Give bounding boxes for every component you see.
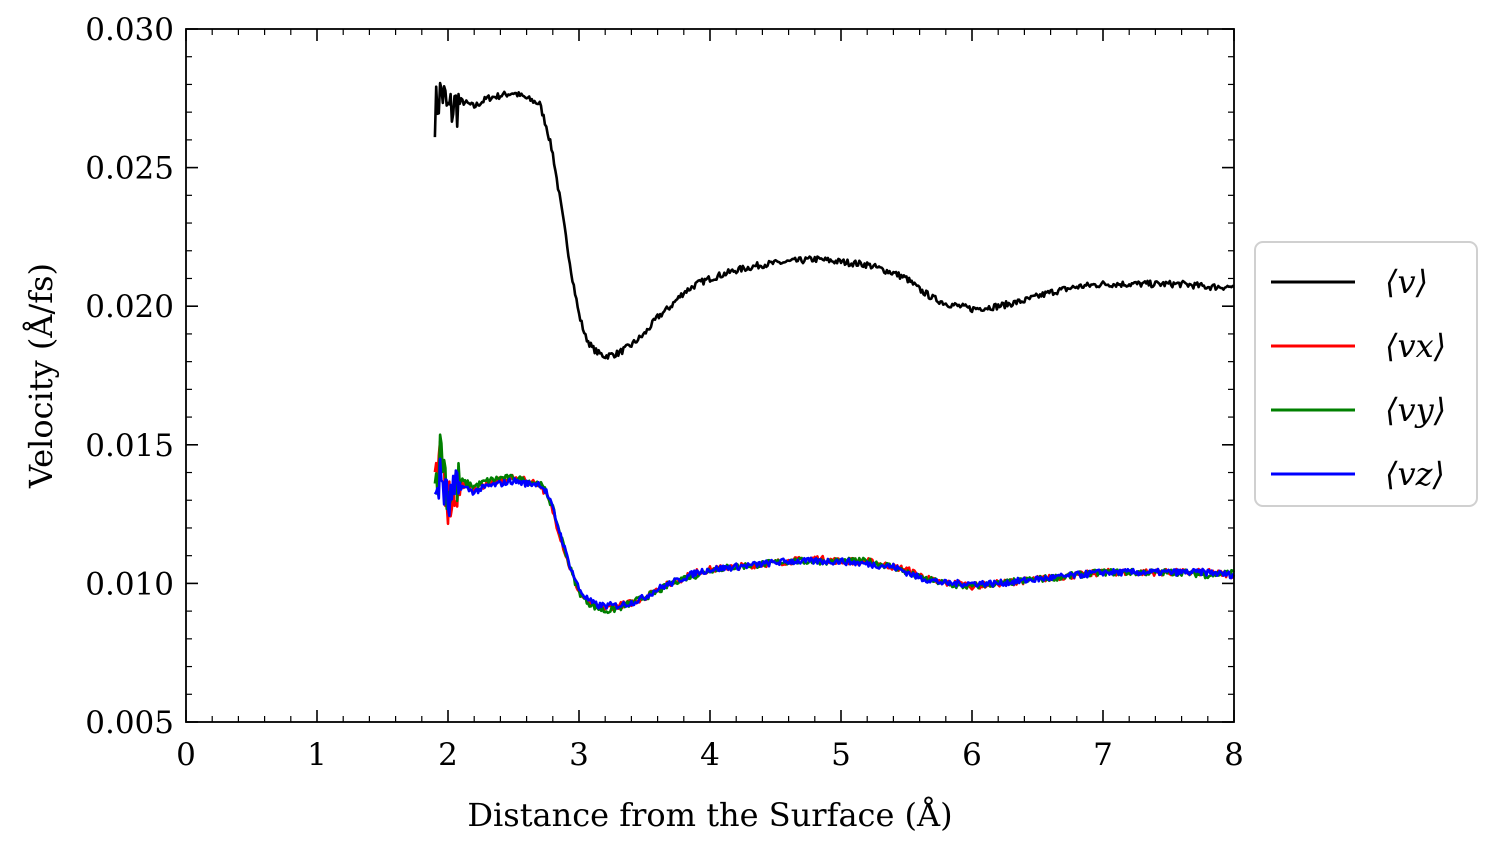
x-tick-label: 8 (1224, 737, 1244, 773)
x-axis-label: Distance from the Surface (Å) (467, 796, 952, 834)
y-tick-label: 0.025 (85, 151, 174, 187)
plot-frame (185, 28, 1235, 723)
series-line-1 (433, 439, 1236, 612)
legend-box (1254, 241, 1478, 507)
y-tick-label: 0.010 (85, 566, 174, 602)
legend: ⟨v⟩ ⟨vx⟩ ⟨vy⟩ ⟨vz⟩ (1254, 241, 1478, 507)
y-tick-label: 0.030 (85, 12, 174, 48)
series-line-0 (433, 81, 1235, 360)
series-lines (433, 81, 1236, 615)
legend-label: ⟨vy⟩ (1385, 391, 1446, 429)
y-tick-label: 0.020 (85, 289, 174, 325)
x-tick-label: 7 (1093, 737, 1113, 773)
x-tick-label: 0 (176, 737, 196, 773)
x-tick-label: 1 (307, 737, 327, 773)
y-axis-label: Velocity (Å/fs) (22, 263, 60, 489)
legend-label: ⟨v⟩ (1385, 263, 1428, 301)
y-tick-label: 0.005 (85, 705, 174, 741)
legend-label: ⟨vz⟩ (1385, 455, 1445, 493)
x-tick-label: 4 (700, 737, 720, 773)
x-tick-label: 3 (569, 737, 589, 773)
y-tick-label: 0.015 (85, 428, 174, 464)
axis-ticks (185, 28, 1235, 723)
series-line-3 (433, 457, 1235, 610)
x-tick-label: 2 (438, 737, 458, 773)
x-tick-label: 5 (831, 737, 851, 773)
x-tick-label: 6 (962, 737, 982, 773)
legend-label: ⟨vx⟩ (1385, 327, 1446, 365)
tick-labels: 0 1 2 3 4 5 6 7 8 0.005 0.010 0.015 0.020 0.025 0.030 (85, 12, 1244, 773)
